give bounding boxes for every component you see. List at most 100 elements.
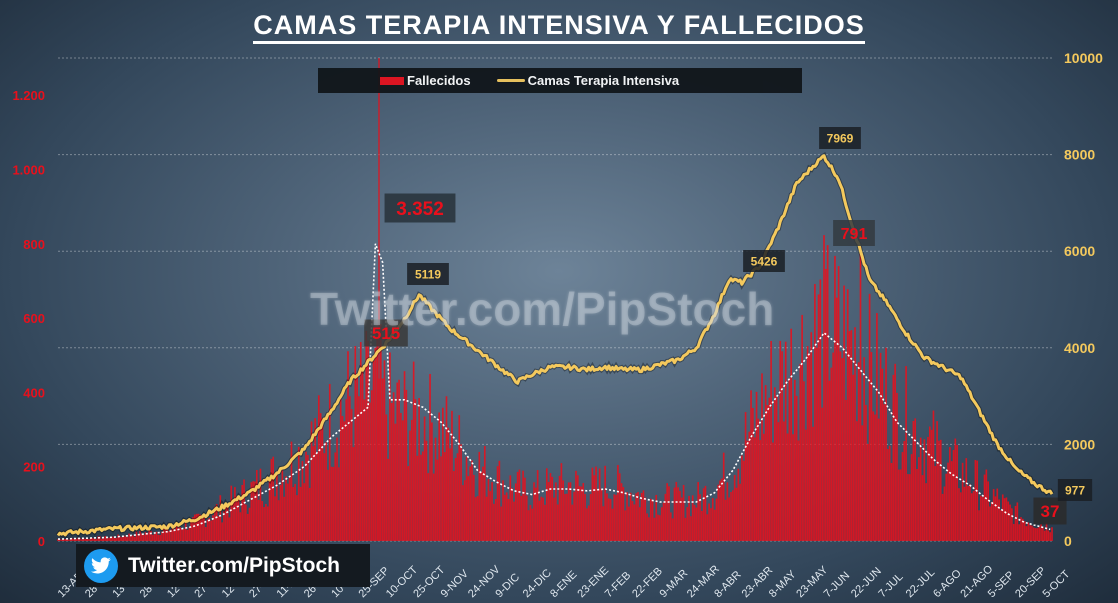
deaths-bar (894, 363, 896, 541)
deaths-bar (411, 419, 413, 541)
deaths-bar (764, 385, 767, 541)
deaths-bar (119, 536, 121, 541)
deaths-bar (587, 505, 590, 541)
deaths-label-791-text: 791 (841, 226, 868, 243)
deaths-bar (305, 451, 307, 541)
deaths-bar (423, 416, 426, 541)
deaths-bar (502, 480, 504, 541)
deaths-bar (248, 507, 251, 541)
deaths-bar (370, 390, 373, 541)
icu-line (56, 151, 1055, 539)
deaths-moving-average-path (57, 243, 1051, 540)
deaths-bar (567, 482, 570, 541)
deaths-bar (972, 491, 975, 541)
deaths-bar (86, 537, 89, 541)
deaths-bar (954, 438, 957, 541)
deaths-bar (334, 452, 337, 541)
deaths-bar (795, 395, 798, 541)
deaths-bar (394, 423, 397, 541)
deaths-bar (959, 492, 962, 541)
deaths-bar (1032, 527, 1035, 541)
deaths-bar (918, 457, 920, 541)
deaths-bar (651, 500, 654, 541)
deaths-bar (618, 473, 621, 541)
deaths-bar (735, 487, 738, 541)
deaths-bar (695, 507, 698, 541)
deaths-bar (403, 371, 406, 541)
deaths-bar (555, 482, 557, 541)
deaths-bar (914, 418, 917, 541)
deaths-bar (458, 415, 461, 541)
deaths-bar (520, 495, 523, 541)
legend-label-icu: Camas Terapia Intensiva (527, 73, 680, 88)
deaths-bar (380, 324, 382, 541)
deaths-bar (897, 469, 900, 541)
deaths-bar (877, 418, 880, 541)
deaths-bar (314, 418, 316, 541)
deaths-bar (102, 537, 105, 541)
deaths-bar (1000, 510, 1002, 541)
deaths-bar (1021, 518, 1024, 541)
deaths-bar (277, 500, 280, 541)
deaths-bar (124, 536, 127, 541)
deaths-bar (638, 507, 641, 541)
deaths-bar (257, 499, 260, 541)
icu-label-977-bg (1057, 479, 1093, 501)
deaths-bar (164, 528, 167, 541)
deaths-bar (560, 463, 563, 541)
deaths-bar (159, 534, 161, 541)
deaths-bar (363, 399, 366, 541)
deaths-bar (146, 533, 149, 541)
deaths-bar (626, 492, 628, 541)
deaths-bar (108, 537, 110, 541)
deaths-bar (192, 517, 194, 541)
icu-label-7969: 7969 (819, 127, 861, 149)
deaths-bar (697, 482, 699, 541)
deaths-bar (688, 495, 690, 541)
deaths-bar (584, 494, 586, 541)
deaths-bar (509, 475, 512, 541)
deaths-bar (274, 496, 276, 541)
deaths-bar (542, 497, 544, 541)
x-axis-tick: 8-ENE (548, 569, 579, 600)
deaths-bar (483, 445, 486, 541)
deaths-bar (728, 497, 730, 541)
deaths-bar (301, 460, 304, 541)
left-axis: 0 200 400 600 800 1.000 1.200 (12, 88, 45, 549)
deaths-bar (927, 436, 929, 541)
deaths-bar (969, 484, 971, 541)
twitter-badge[interactable]: Twitter.com/PipStoch (76, 544, 370, 587)
deaths-bar (445, 396, 448, 541)
deaths-bar (950, 461, 953, 541)
deaths-bar (168, 531, 171, 541)
deaths-bar (142, 534, 145, 541)
deaths-bar (431, 422, 433, 541)
deaths-bar (861, 425, 864, 541)
deaths-label-3352-bg (384, 193, 456, 223)
deaths-bar (186, 529, 189, 541)
left-axis-tick: 1.200 (12, 88, 45, 103)
deaths-bar (690, 516, 692, 541)
deaths-bar (383, 360, 386, 541)
deaths-bar (732, 490, 734, 541)
deaths-label-37: 37 (1033, 497, 1067, 525)
deaths-bar (622, 487, 625, 541)
deaths-bar (724, 499, 727, 541)
deaths-bar (60, 539, 63, 541)
deaths-bar (544, 504, 546, 541)
deaths-bar (82, 538, 85, 541)
deaths-bar (68, 539, 70, 541)
deaths-bar (115, 538, 118, 541)
deaths-bar (429, 373, 431, 541)
deaths-bar (721, 478, 723, 541)
deaths-bar (752, 407, 754, 541)
legend-item-deaths: Fallecidos (380, 73, 471, 88)
deaths-bar (916, 468, 918, 541)
deaths-bar (876, 313, 878, 541)
deaths-bar (104, 536, 107, 541)
left-axis-tick: 200 (23, 460, 45, 475)
deaths-bar (887, 449, 889, 541)
deaths-bar (343, 421, 346, 541)
deaths-bar (480, 471, 482, 541)
deaths-bar (153, 533, 156, 541)
